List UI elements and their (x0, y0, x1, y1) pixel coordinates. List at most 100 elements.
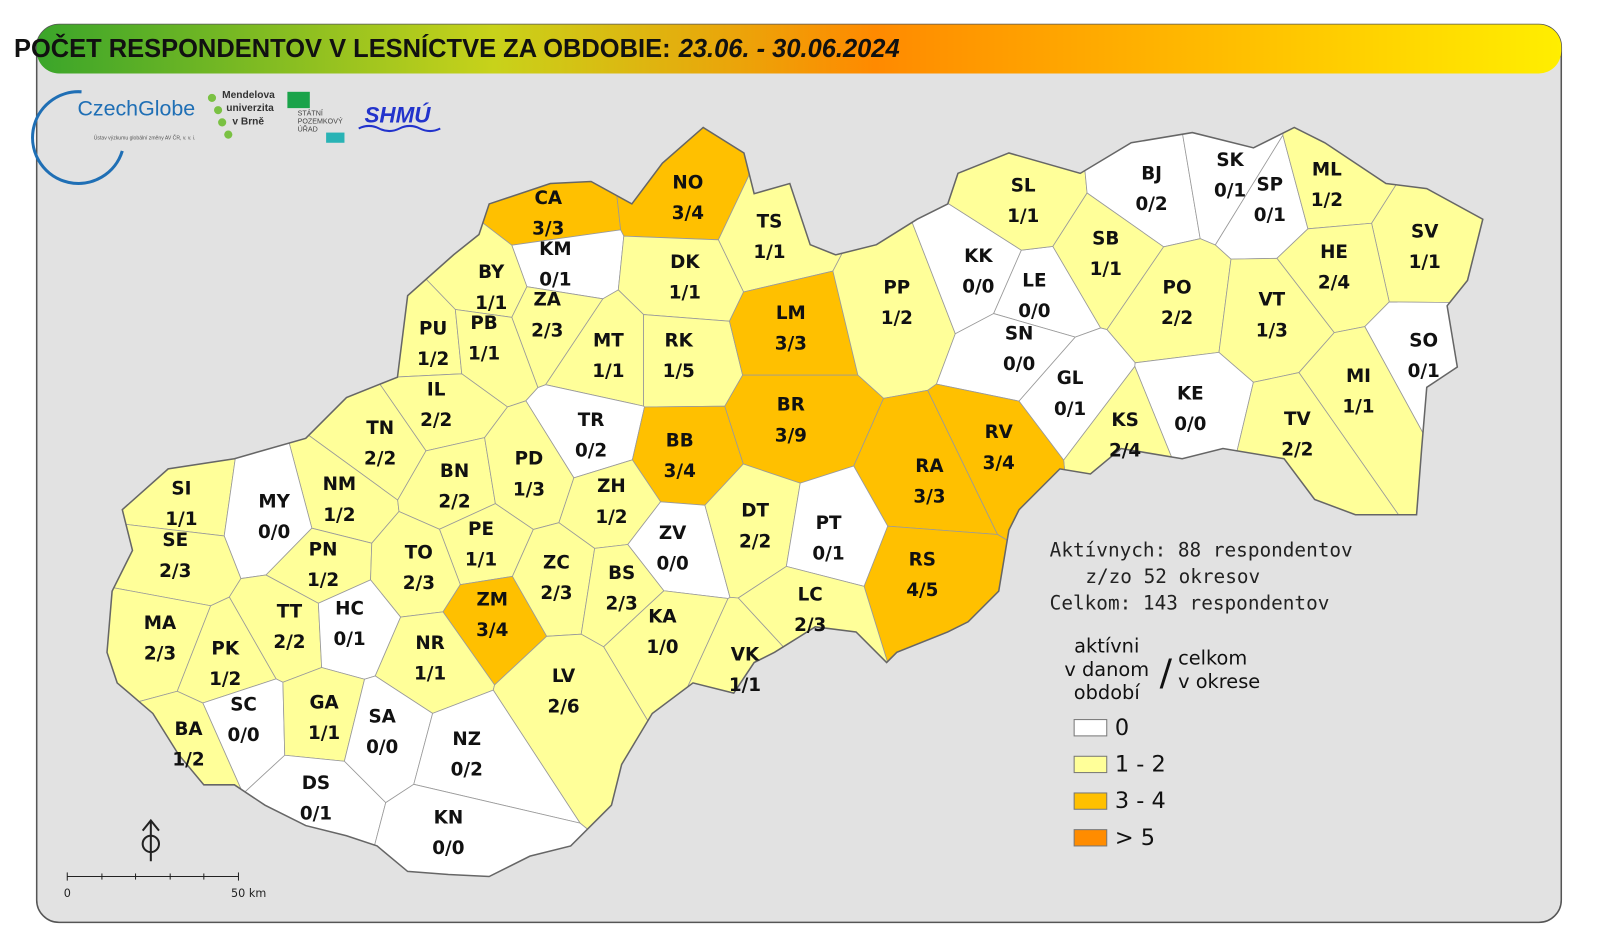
district-code: DK (670, 252, 700, 273)
district-value: 2/2 (1281, 440, 1313, 461)
legend-left: období (1074, 681, 1141, 704)
district-code: LM (776, 303, 806, 324)
district-code: NM (323, 474, 357, 495)
district-code: PP (883, 278, 910, 299)
logo-spu: POZEMKOVÝ (298, 116, 343, 125)
district-value: 0/2 (1135, 194, 1167, 215)
district-code: PN (309, 539, 338, 560)
district-value: 0/0 (366, 737, 398, 758)
district-value: 1/1 (729, 675, 761, 696)
period: 23.06. - 30.06.2024 (678, 35, 900, 63)
district-code: TO (405, 542, 433, 563)
district-code: TS (757, 211, 783, 232)
district-code: IL (427, 379, 446, 400)
logo-mendel: v Brně (232, 116, 264, 127)
legend-left: aktívni (1074, 634, 1139, 657)
district-value: 1/3 (513, 479, 545, 500)
district-value: 4/5 (906, 580, 938, 601)
district-value: 0/1 (1254, 205, 1286, 226)
district-code: BN (440, 461, 469, 482)
district-code: ZH (597, 476, 626, 497)
district-value: 1/2 (1311, 190, 1343, 211)
logo-sub: Ústav výzkumu globální změny AV ČR, v. v… (94, 135, 196, 142)
district-code: LE (1022, 270, 1046, 291)
district-value: 0/1 (300, 803, 332, 824)
legend-label: > 5 (1115, 825, 1155, 851)
district-value: 2/2 (1161, 308, 1193, 329)
district-value: 1/0 (646, 637, 678, 658)
district-code: SK (1216, 150, 1244, 171)
district-code: ZA (534, 290, 562, 311)
district-code: PO (1163, 278, 1192, 299)
logo-spu: ÚŘAD (298, 125, 318, 134)
district-value: 0/1 (812, 543, 844, 564)
district-code: SA (368, 707, 396, 728)
legend-right: celkom (1178, 647, 1247, 670)
district-code: RK (665, 330, 694, 351)
district-code: SC (230, 694, 257, 715)
district-value: 1/1 (468, 344, 500, 365)
district-value: 1/1 (592, 361, 624, 382)
district-value: 0/1 (333, 629, 365, 650)
scale-start: 0 (64, 887, 71, 900)
logo-shmu: SHMÚ (364, 102, 431, 127)
district-value: 0/2 (451, 760, 483, 781)
district-value: 1/2 (417, 349, 449, 370)
district-code: MA (144, 613, 177, 634)
district-code: PT (816, 513, 842, 534)
logo-czechglobe: CzechGlobe (77, 96, 195, 120)
district-value: 3/4 (983, 453, 1015, 474)
district-value: 1/1 (475, 293, 507, 314)
district-value: 2/2 (420, 410, 452, 431)
district-value: 1/1 (1090, 259, 1122, 280)
district-code: VT (1259, 290, 1286, 311)
district-code: BJ (1141, 163, 1162, 184)
district-code: TN (366, 418, 394, 439)
district-code: KS (1111, 410, 1138, 431)
district-code: SI (171, 478, 191, 499)
district-value: 1/1 (1342, 397, 1374, 418)
district-value: 1/2 (307, 570, 339, 591)
district-code: NZ (452, 729, 481, 750)
legend-swatch (1073, 719, 1108, 737)
district-code: SP (1256, 175, 1283, 196)
district-value: 3/4 (664, 461, 696, 482)
district-code: ML (1312, 159, 1342, 180)
district-code: DT (741, 501, 769, 522)
district-value: 1/2 (209, 669, 241, 690)
district-value: 2/3 (531, 320, 563, 341)
district-value: 0/0 (1018, 301, 1050, 322)
district-value: 0/0 (1003, 354, 1035, 375)
district-value: 1/2 (881, 308, 913, 329)
scale-bar: 0 50 km (64, 872, 266, 900)
district-value: 1/1 (669, 283, 701, 304)
district-code: LV (552, 666, 576, 687)
district-code: KN (434, 807, 464, 828)
district-code: KA (648, 607, 677, 628)
district-code: BY (478, 262, 505, 283)
district-code: ZC (543, 553, 570, 574)
legend-label: 1 - 2 (1115, 752, 1166, 778)
district-code: PE (468, 519, 494, 540)
district-value: 3/9 (775, 425, 807, 446)
district-value: 1/1 (414, 664, 446, 685)
district-code: PD (515, 449, 544, 470)
legend-right: v okrese (1178, 670, 1260, 693)
legend-slash: / (1160, 651, 1173, 694)
legend-swatch (1073, 755, 1108, 774)
legend-swatch (1073, 792, 1108, 810)
district-code: BS (608, 563, 635, 584)
logos: CzechGlobe Ústav výzkumu globální změny … (31, 90, 441, 185)
district-code: KM (539, 239, 571, 260)
district-value: 2/3 (794, 615, 826, 636)
country-border (106, 126, 1484, 878)
district-value: 1/1 (1409, 252, 1441, 273)
district-code: RS (909, 550, 936, 571)
district-code: NR (415, 633, 444, 654)
district-value: 2/6 (547, 696, 579, 717)
district-code: NO (672, 173, 703, 194)
district-code: MY (258, 492, 290, 513)
district-value: 0/0 (227, 725, 259, 746)
district-code: PK (211, 638, 239, 659)
scale-end: 50 km (231, 887, 266, 900)
